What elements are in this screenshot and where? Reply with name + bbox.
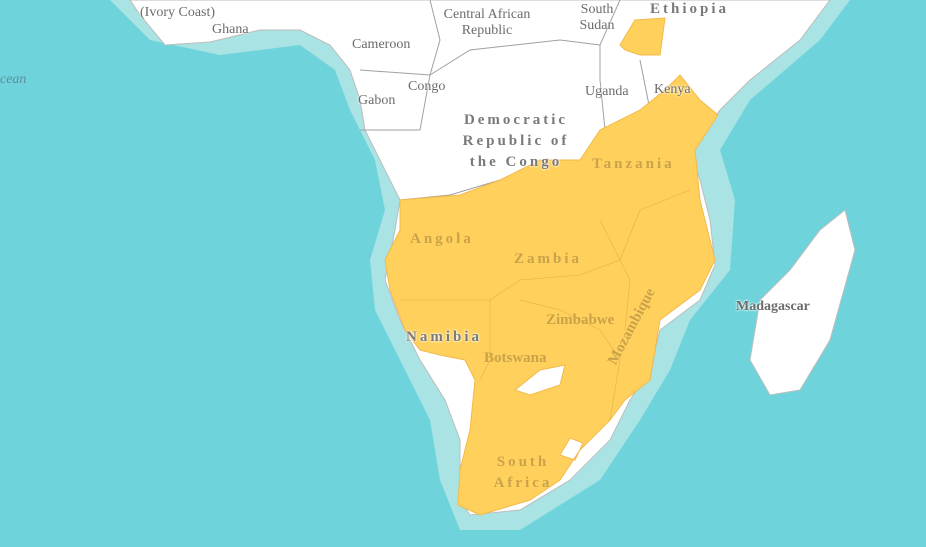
madagascar-landmass <box>749 209 856 396</box>
label-south-africa: South Africa <box>493 454 553 491</box>
label-cameroon: Cameroon <box>352 37 411 52</box>
label-ivory-coast: (Ivory Coast) <box>140 5 216 20</box>
label-madagascar: Madagascar <box>736 299 810 314</box>
label-drc: Democratic Republic of the Congo <box>462 112 570 170</box>
label-namibia: Namibia <box>406 329 483 345</box>
label-ocean: cean <box>0 72 27 87</box>
label-congo: Congo <box>408 79 446 94</box>
label-ghana: Ghana <box>212 22 249 37</box>
label-central-african-republic: Central African Republic <box>443 7 531 38</box>
range-internal-borders <box>400 189 691 421</box>
label-south-sudan: South Sudan <box>579 2 615 33</box>
label-angola: Angola <box>410 231 474 247</box>
label-gabon: Gabon <box>358 93 396 108</box>
label-zambia: Zambia <box>514 251 583 267</box>
species-range <box>384 17 719 516</box>
label-botswana: Botswana <box>484 350 547 366</box>
label-uganda: Uganda <box>585 84 629 99</box>
label-ethiopia: Ethiopia <box>650 1 730 17</box>
label-zimbabwe: Zimbabwe <box>546 312 615 328</box>
label-tanzania: Tanzania <box>592 156 675 172</box>
label-kenya: Kenya <box>654 82 691 97</box>
